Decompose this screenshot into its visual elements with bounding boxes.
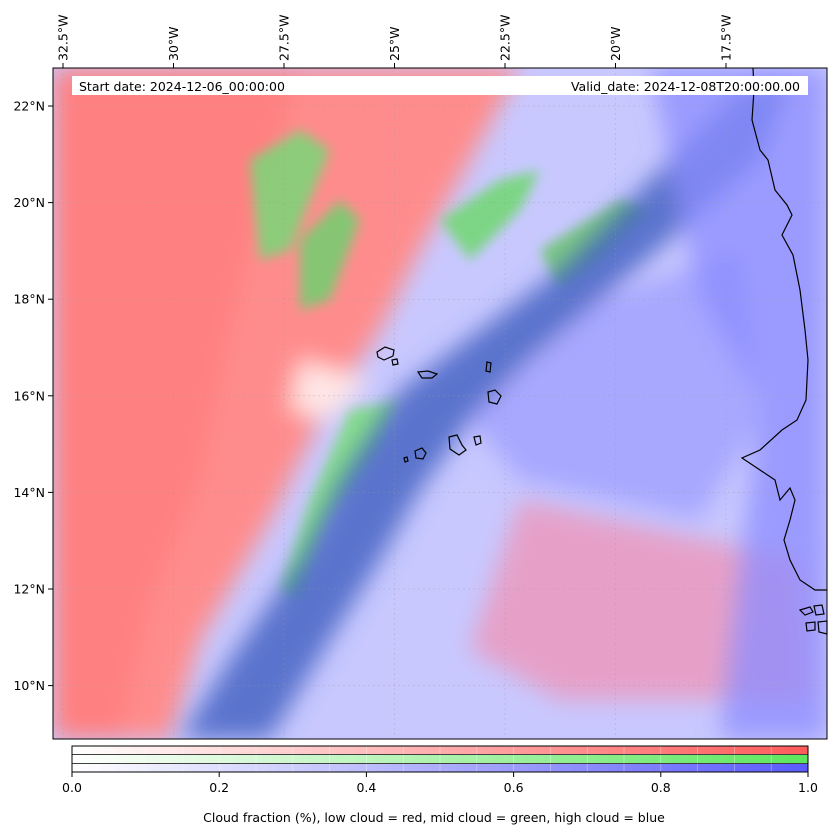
- low-cloud-layer: [53, 68, 810, 739]
- colorbar-tick-label: 0.4: [356, 780, 376, 795]
- graticule: [53, 68, 827, 739]
- lon-label: 20°W: [608, 26, 623, 61]
- island-sao-nicolau: [416, 370, 439, 379]
- lon-label: 32.5°W: [56, 15, 71, 61]
- colorbar-tick-label: 0.2: [209, 780, 229, 795]
- island-bijagos-1: [798, 606, 814, 616]
- lon-label: 25°W: [387, 26, 402, 61]
- lat-label: 18°N: [13, 292, 45, 307]
- map-frame: [52, 67, 828, 740]
- island-bijagos-3: [805, 621, 816, 632]
- colorbar-tick-label: 0.8: [651, 780, 671, 795]
- colorbar: 0.0 0.2 0.4 0.6 0.8 1.0 Cloud fraction (%), l…: [62, 745, 818, 825]
- longitude-labels: 32.5°W 30°W 27.5°W 25°W 22.5°W 20°W 17.5°W: [56, 15, 734, 68]
- lat-label: 10°N: [13, 678, 45, 693]
- island-boa-vista: [487, 389, 502, 405]
- coastlines: [376, 67, 828, 635]
- colorbar-tick-label: 0.0: [62, 780, 82, 795]
- island-maio: [473, 435, 482, 446]
- map-field: [53, 68, 827, 739]
- island-brava: [403, 456, 409, 463]
- lon-label: 22.5°W: [498, 15, 513, 61]
- lon-label: 17.5°W: [719, 15, 734, 61]
- african-coastline: [740, 67, 827, 591]
- lat-label: 22°N: [13, 99, 45, 114]
- colorbar-tick-label: 0.6: [504, 780, 524, 795]
- island-fogo: [414, 447, 427, 460]
- latitude-labels: 22°N 20°N 18°N 16°N 14°N 12°N 10°N: [13, 99, 53, 693]
- lat-label: 20°N: [13, 195, 45, 210]
- island-sao-vicente: [391, 358, 399, 366]
- colorbar-label: Cloud fraction (%), low cloud = red, mid…: [203, 810, 665, 825]
- lat-label: 16°N: [13, 388, 45, 403]
- lon-label: 27.5°W: [277, 15, 292, 61]
- island-santo-antao: [376, 346, 395, 361]
- colorbar-ticks: 0.0 0.2 0.4 0.6 0.8 1.0: [62, 772, 818, 795]
- header-box: [72, 76, 808, 95]
- lat-label: 14°N: [13, 485, 45, 500]
- valid-date-label: Valid_date: 2024-12-08T20:00:00.00: [571, 79, 800, 94]
- island-sal: [485, 361, 492, 373]
- island-bijagos-2: [813, 604, 825, 616]
- start-date-label: Start date: 2024-12-06_00:00:00: [79, 79, 285, 94]
- colorbar-frame: [71, 745, 809, 773]
- island-santiago: [448, 434, 467, 456]
- lat-label: 12°N: [13, 582, 45, 597]
- colorbar-tick-label: 1.0: [798, 780, 818, 795]
- lon-label: 30°W: [166, 26, 181, 61]
